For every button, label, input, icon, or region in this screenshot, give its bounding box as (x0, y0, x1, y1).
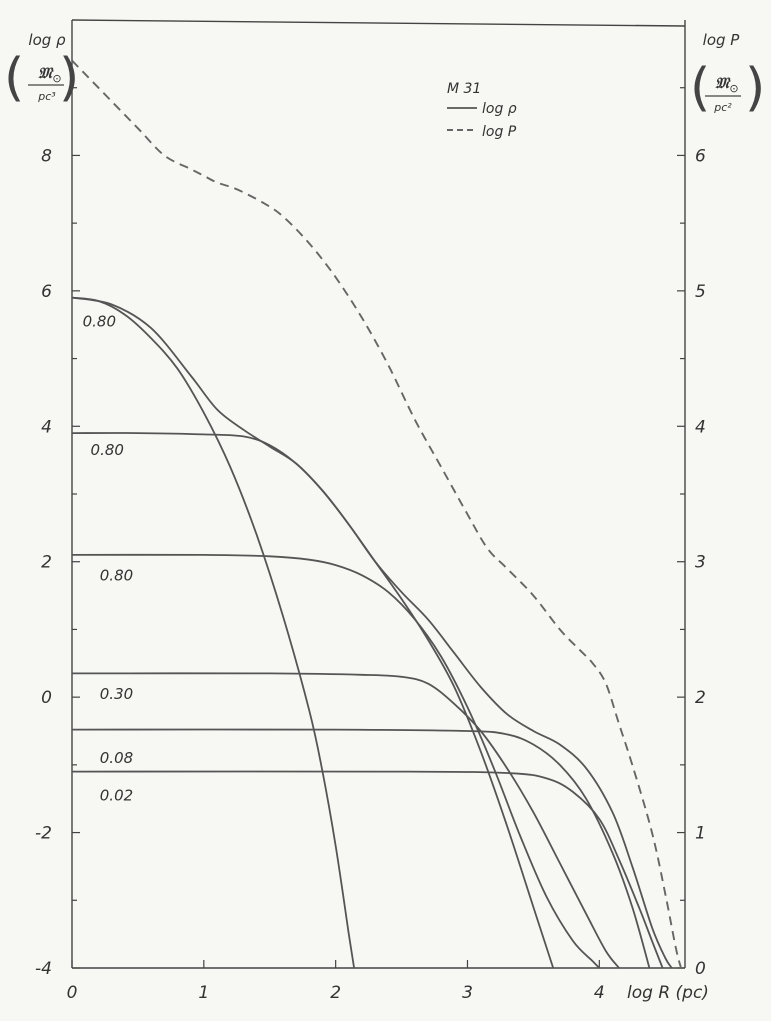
right-axis-unit-sub: ⊙ (729, 82, 738, 95)
x-tick-label: 3 (462, 983, 473, 1003)
right-axis-unit-symbol: 𝔐 (715, 74, 731, 92)
left-axis-title: log ρ (28, 31, 66, 49)
x-tick-label: 2 (330, 983, 341, 1003)
left-y-tick-label: 6 (41, 282, 52, 302)
left-y-tick-label: 8 (41, 146, 52, 166)
left-y-tick-label: -4 (35, 959, 52, 979)
curve-labels-group: 0.80 0.80 0.80 0.30 0.08 0.02 (83, 312, 134, 804)
series-log-rho-component-6 (71, 728, 651, 969)
left-y-tick-label: 2 (41, 553, 52, 573)
series-log-rho-component-5 (71, 672, 620, 969)
component-mass-label: 0.08 (100, 749, 133, 767)
right-y-tick-label: 2 (695, 688, 706, 708)
right-y-tick-label: 4 (695, 417, 706, 437)
x-tick-label: 1 (198, 983, 209, 1003)
right-axis-title: log P (703, 31, 741, 49)
left-axis-unit-symbol: 𝔐 (38, 64, 54, 82)
series-log-rho-component-4 (71, 553, 600, 969)
x-axis-label: log R (pc) (627, 983, 709, 1003)
component-mass-label: 0.80 (91, 441, 124, 459)
axes-group (71, 19, 686, 969)
x-tick-label: 4 (594, 983, 605, 1003)
left-axis-close-paren: ) (59, 48, 79, 108)
series-log-rho-total (71, 296, 673, 969)
right-y-tick-label: 5 (695, 282, 706, 302)
series-log-rho-component-3 (71, 432, 555, 969)
legend-label-log-p: log P (482, 124, 517, 140)
component-mass-label: 0.30 (100, 685, 133, 703)
right-y-tick-label: 6 (695, 146, 706, 166)
left-axis-open-paren: ( (4, 48, 24, 108)
legend-label-log-rho: log ρ (482, 101, 517, 117)
left-y-tick-label: 0 (41, 688, 52, 708)
component-mass-label: 0.80 (83, 312, 116, 330)
right-axis-close-paren: ) (745, 58, 765, 118)
right-y-tick-label: 1 (695, 824, 706, 844)
right-y-tick-label: 0 (695, 959, 706, 979)
right-axis-unit-denominator: pc² (713, 101, 732, 114)
series-log-rho-component-2 (71, 296, 355, 969)
component-mass-label: 0.80 (100, 566, 133, 584)
series-log-p (71, 59, 682, 969)
top-border-line (71, 19, 686, 27)
legend-title: M 31 (447, 81, 481, 97)
right-y-tick-label: 3 (695, 553, 706, 573)
ticks-group: -4 -2 0 2 4 6 8 0 1 2 3 4 5 6 0 1 2 3 4 (35, 87, 706, 1003)
series-group (71, 59, 682, 969)
component-mass-label: 0.02 (100, 786, 133, 804)
legend: M 31 log ρ log P (447, 81, 517, 140)
left-axis-unit-denominator: pc³ (37, 90, 56, 103)
series-log-rho-component-7 (71, 770, 664, 969)
left-axis-unit-sub: ⊙ (52, 72, 61, 85)
x-tick-label: 0 (67, 983, 78, 1003)
left-y-tick-label: -2 (35, 824, 52, 844)
left-y-tick-label: 4 (41, 417, 52, 437)
right-axis-open-paren: ( (690, 58, 710, 118)
